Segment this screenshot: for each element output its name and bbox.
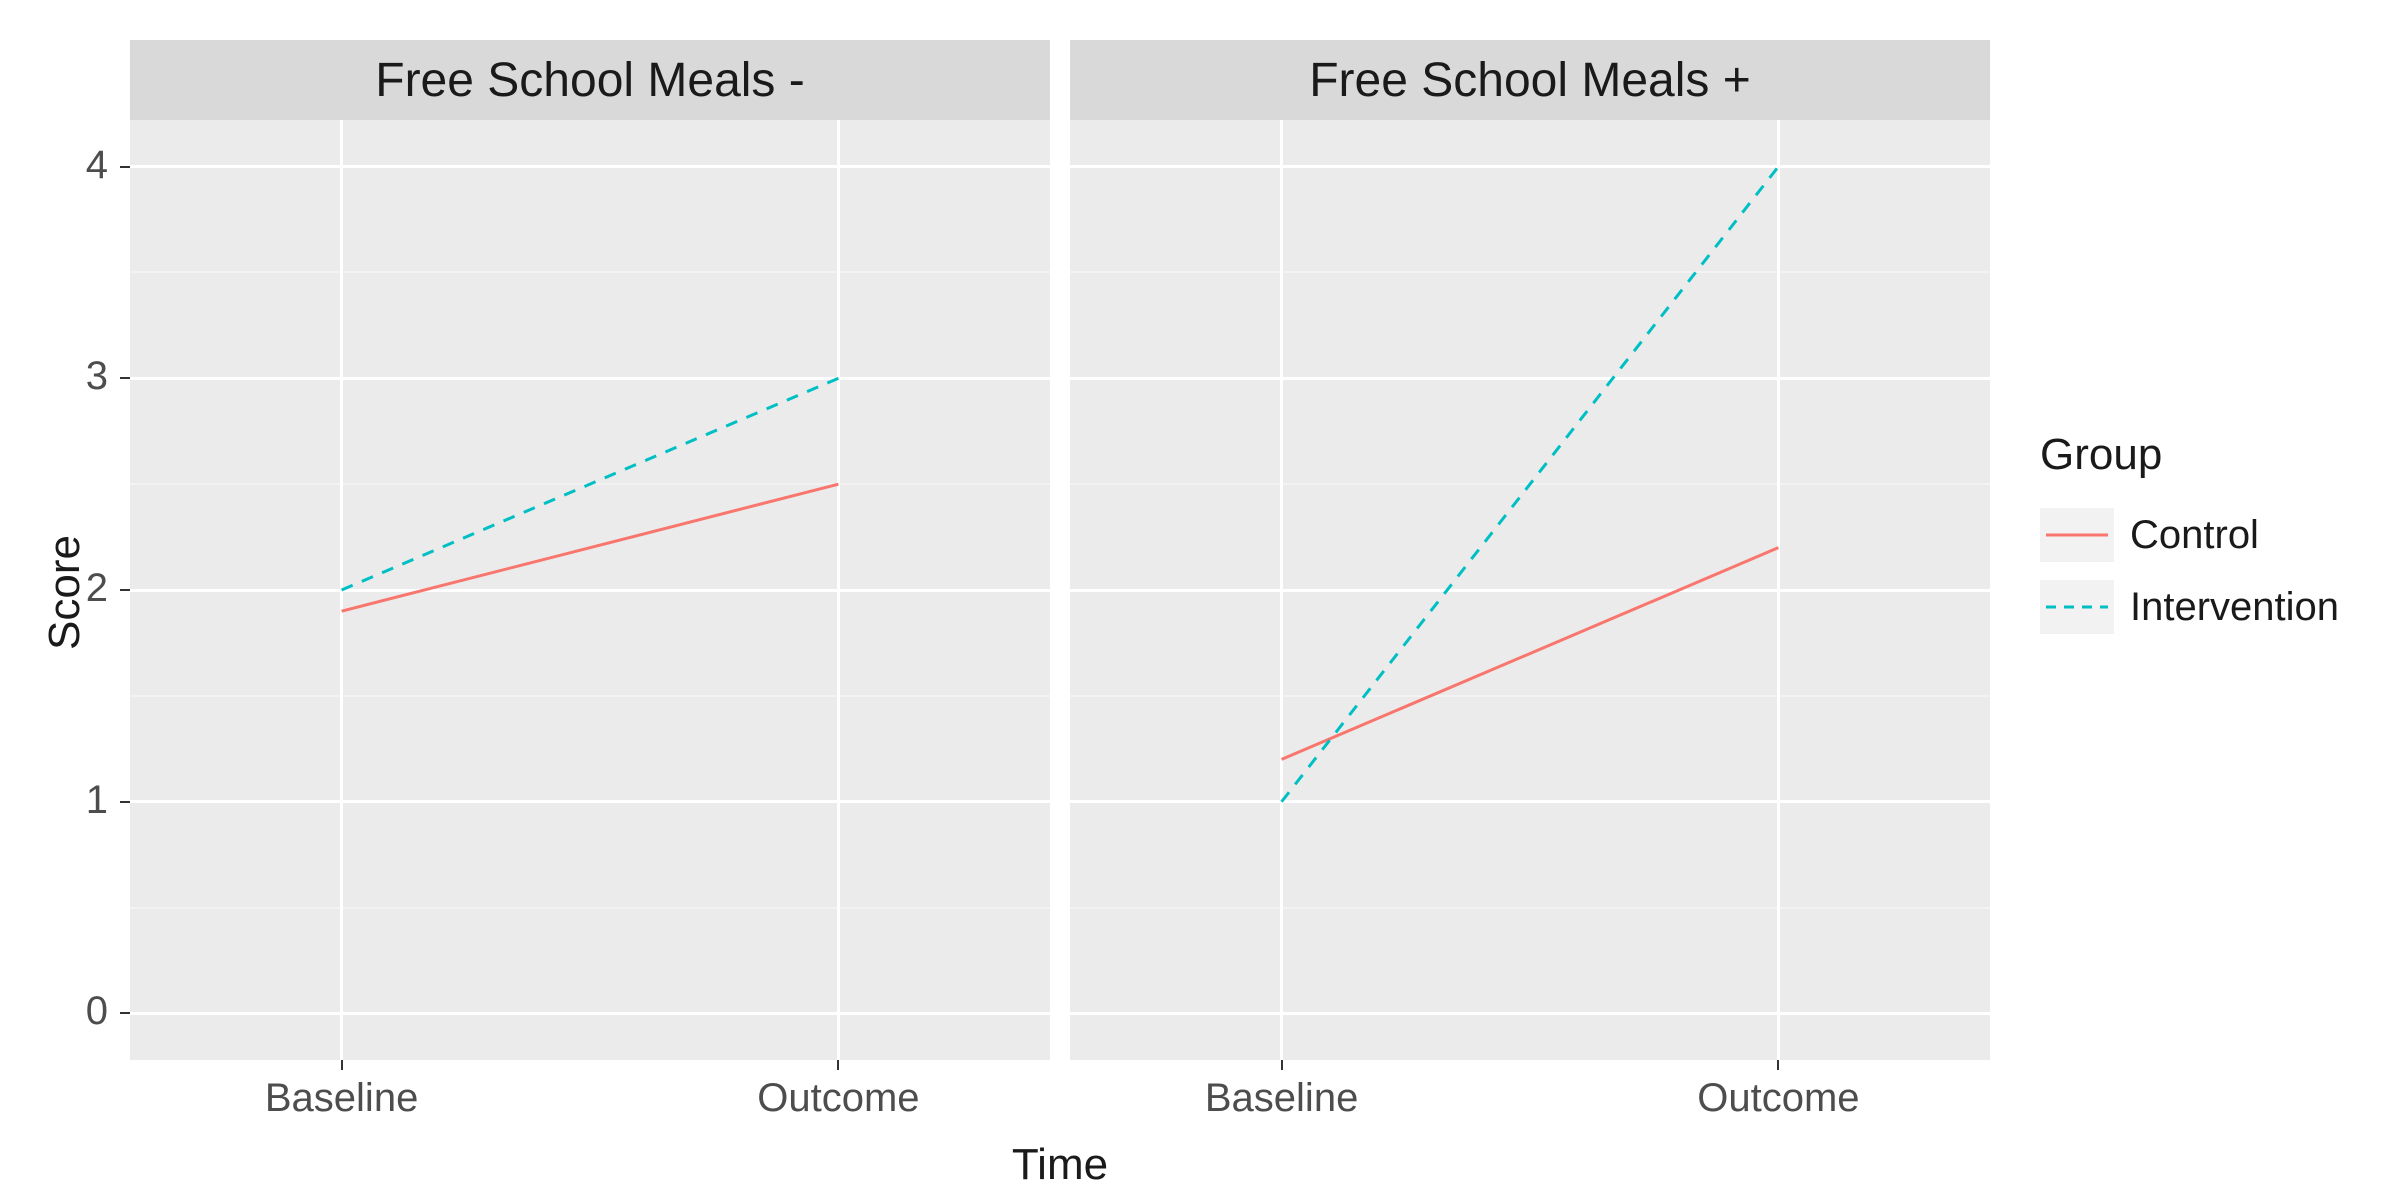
y-tick	[120, 166, 130, 168]
legend-key	[2040, 580, 2114, 634]
legend-item: Control	[2040, 508, 2380, 562]
x-tick	[1281, 1060, 1283, 1070]
x-tick-label: Baseline	[1132, 1076, 1432, 1121]
y-tick	[120, 377, 130, 379]
y-tick-label: 4	[0, 143, 108, 188]
y-axis-title: Score	[40, 535, 90, 650]
legend-label: Intervention	[2130, 585, 2339, 630]
legend-key	[2040, 508, 2114, 562]
series-line-control	[1282, 548, 1779, 760]
y-tick-label: 3	[0, 354, 108, 399]
y-tick	[120, 801, 130, 803]
y-tick-label: 1	[0, 778, 108, 823]
legend-item: Intervention	[2040, 580, 2380, 634]
legend-label: Control	[2130, 513, 2259, 558]
x-tick-label: Outcome	[1628, 1076, 1928, 1121]
legend: Group Control Intervention	[2040, 430, 2380, 652]
series-line-intervention	[1282, 167, 1779, 802]
y-tick-label: 0	[0, 989, 108, 1034]
x-axis-title: Time	[130, 1140, 1990, 1190]
x-tick	[1777, 1060, 1779, 1070]
y-tick	[120, 589, 130, 591]
y-tick	[120, 1012, 130, 1014]
chart-root: Free School Meals -BaselineOutcomeFree S…	[0, 0, 2400, 1200]
legend-title: Group	[2040, 430, 2380, 480]
